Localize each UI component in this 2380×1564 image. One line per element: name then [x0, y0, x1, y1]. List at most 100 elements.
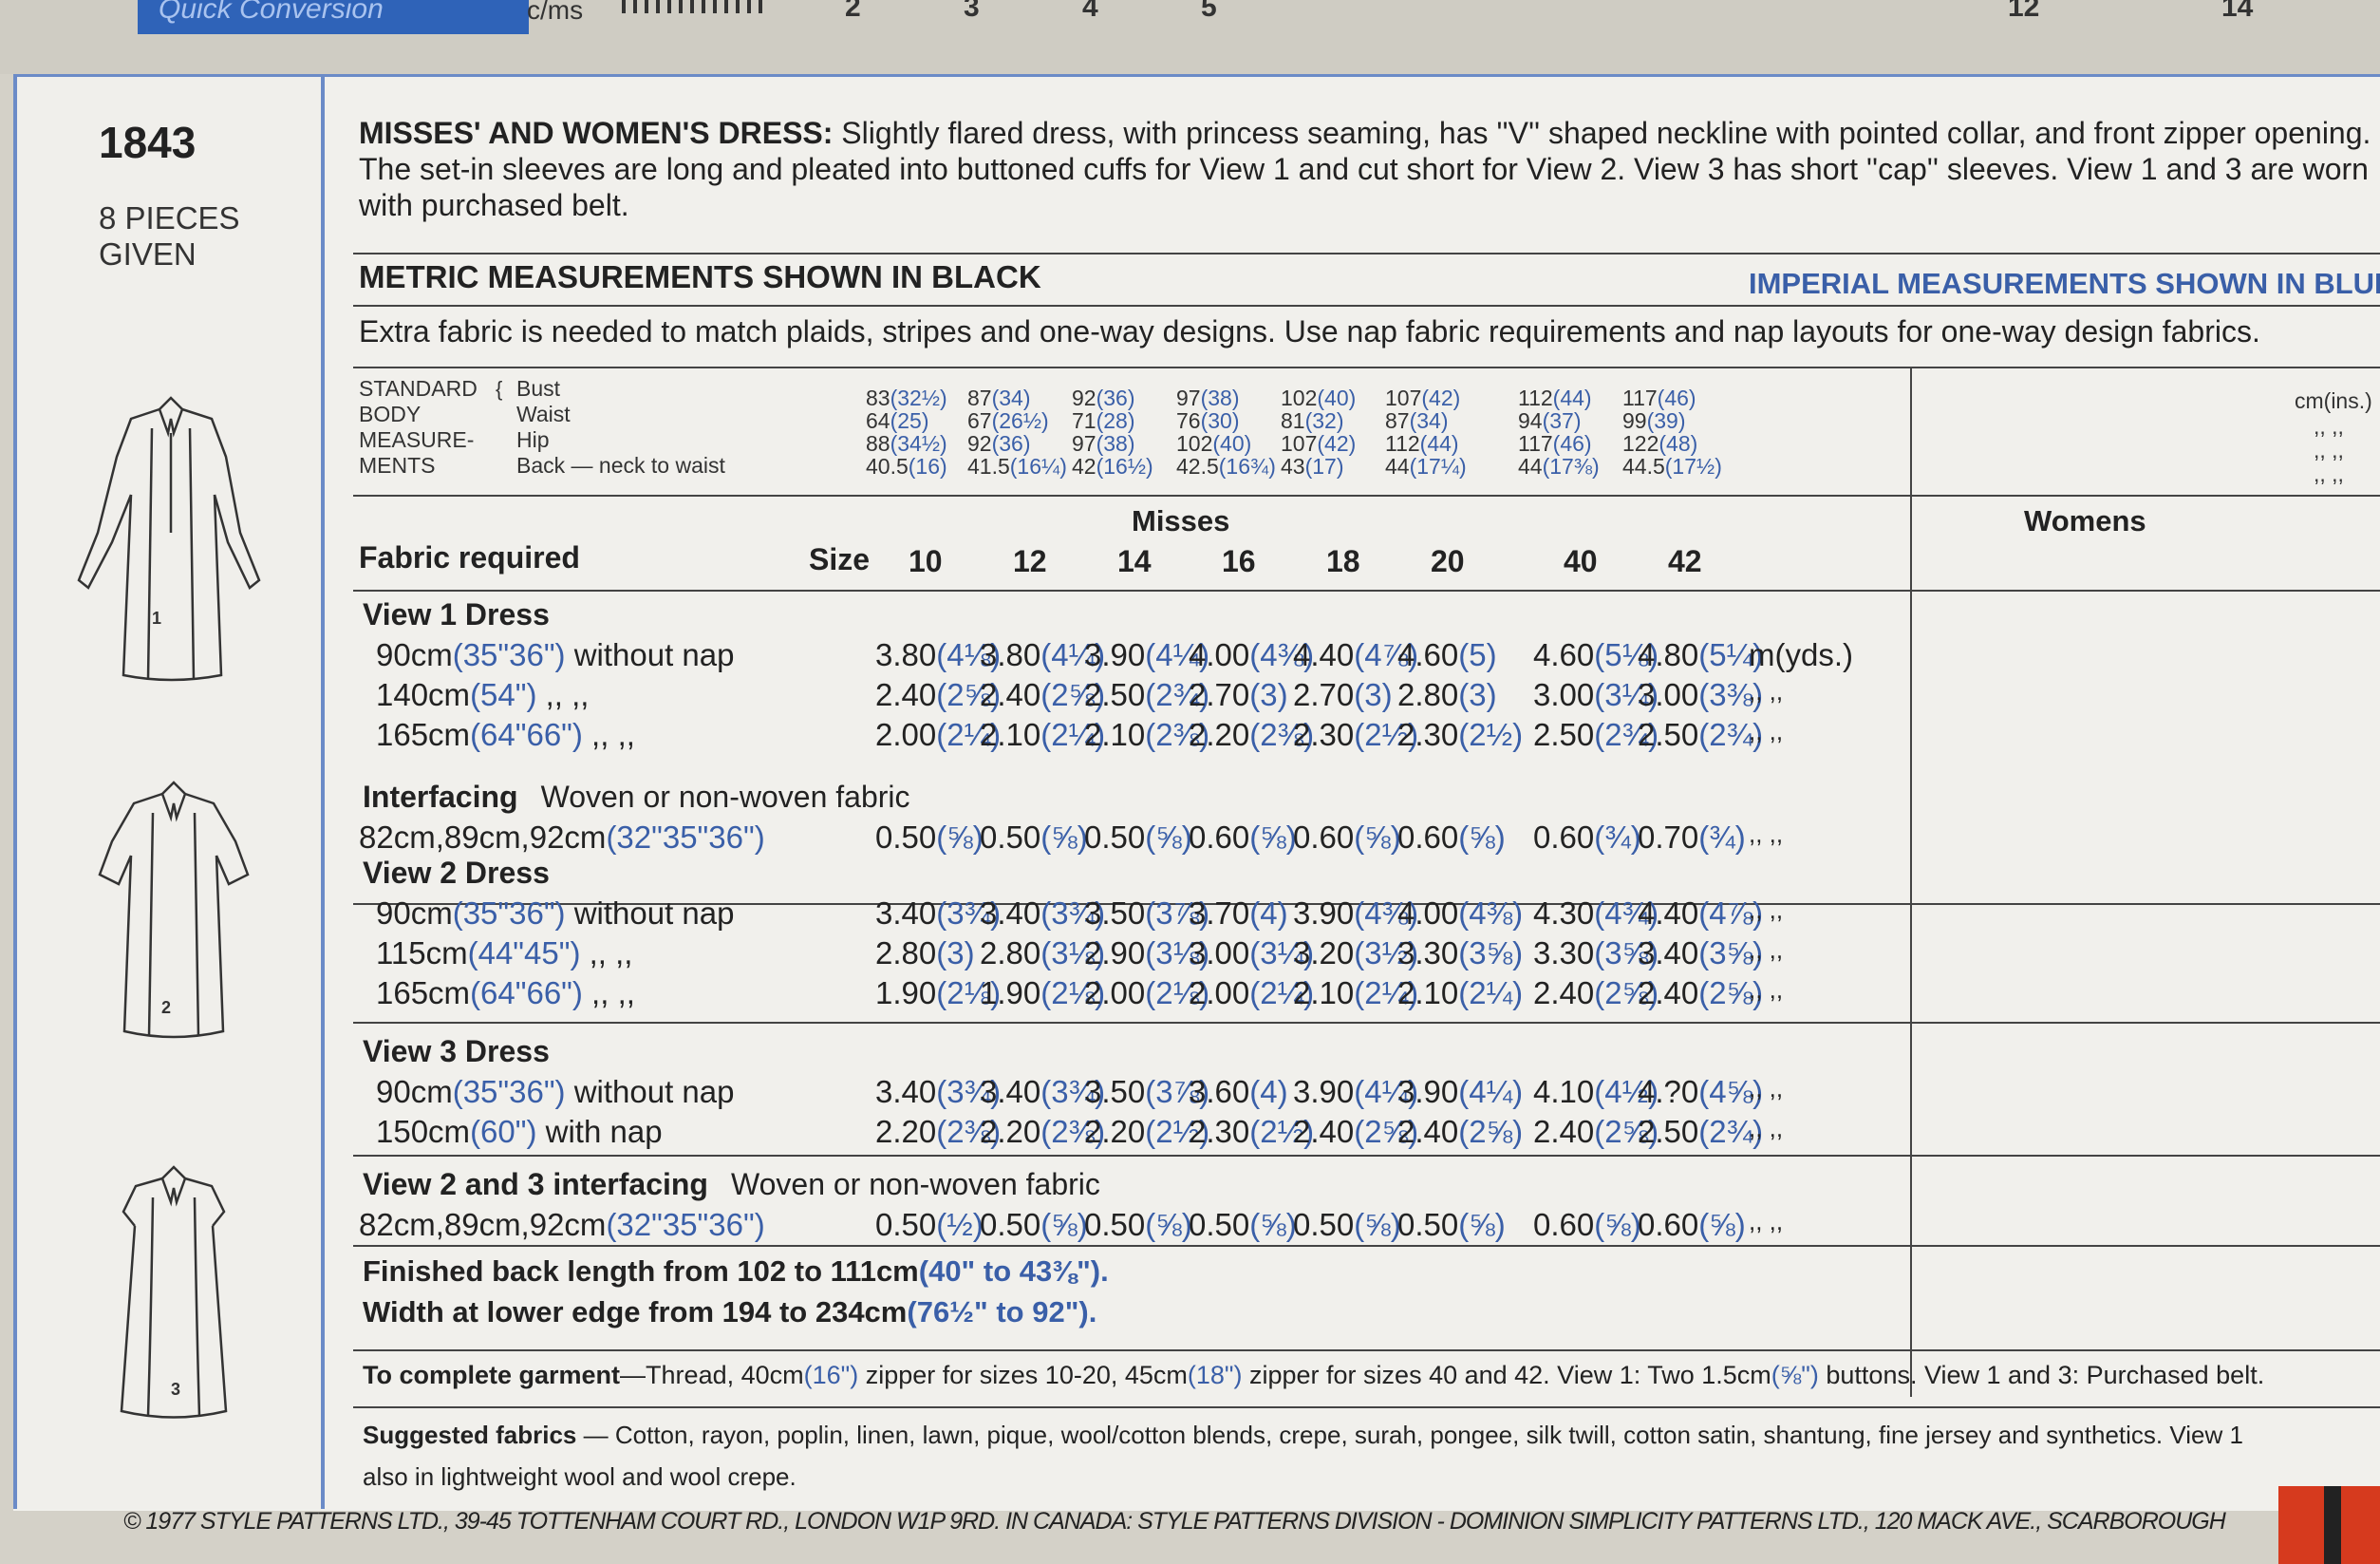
- width-imperial: (60"): [470, 1114, 537, 1149]
- body-measurement-cell: 42.5(16¾): [1176, 454, 1276, 480]
- section-title-text: Interfacing: [363, 780, 518, 814]
- amount-metric: 2.30: [1397, 717, 1459, 752]
- metric-value: 117: [1518, 431, 1553, 456]
- fabric-amount-cell: 4.?0(4⅝): [1638, 1074, 1763, 1110]
- amount-imperial: (⅝): [1354, 820, 1401, 855]
- complete-heading: To complete garment: [363, 1361, 621, 1389]
- fabric-amount-cell: 4.60(5⅛): [1533, 637, 1659, 673]
- metric-value: 112: [1518, 386, 1553, 410]
- imperial-value: (34): [991, 386, 1031, 410]
- width-metric: 165cm: [376, 717, 471, 752]
- amount-metric: 4.40: [1293, 637, 1355, 672]
- amount-metric: 2.70: [1189, 677, 1250, 712]
- amount-metric: 0.50: [980, 820, 1041, 855]
- fabric-amount-cell: 3.30(3⅝): [1397, 935, 1523, 971]
- body-measurement-cell: 107(42): [1281, 431, 1356, 457]
- fabric-note: Extra fabric is needed to match plaids, …: [359, 314, 2260, 349]
- amount-metric: 0.60: [1533, 1207, 1595, 1242]
- amount-metric: 2.10: [980, 717, 1041, 752]
- amount-metric: 0.50: [1397, 1207, 1459, 1242]
- body-measurement-cell: 71(28): [1072, 408, 1135, 434]
- amount-imperial: (3⅝): [1594, 935, 1659, 970]
- fabric-amount-cell: 0.60(¾): [1533, 820, 1641, 856]
- width-suffix: with nap: [536, 1114, 663, 1149]
- suggested-fabrics: Suggested fabrics — Cotton, rayon, popli…: [363, 1414, 2366, 1498]
- fabric-amount-cell: 2.00(2⅛): [1084, 975, 1209, 1011]
- width-suffix: ,, ,,: [582, 717, 635, 752]
- ditto-marks: ,, ,,: [1749, 975, 1784, 1004]
- finished-imperial: (40" to 43⅜").: [918, 1254, 1109, 1288]
- amount-imperial: (4⅝): [1698, 1074, 1764, 1109]
- metric-value: 67: [967, 408, 992, 433]
- amount-metric: 2.30: [1189, 1114, 1250, 1149]
- fabric-amount-cell: 3.20(3½): [1293, 935, 1418, 971]
- body-measurement-cell: 92(36): [967, 431, 1031, 457]
- body-measurement-cell: 87(34): [1385, 408, 1449, 434]
- fabric-amount-cell: 2.80(3): [875, 935, 975, 971]
- corner-stripe: [2278, 1486, 2380, 1564]
- pattern-envelope-back: 1843 8 PIECES GIVEN 1: [13, 74, 2380, 1511]
- imperial-value: (38): [1096, 431, 1135, 456]
- width-imperial: (76½" to 92").: [907, 1295, 1097, 1328]
- amount-metric: 4.00: [1189, 637, 1250, 672]
- amount-metric: 2.90: [1084, 935, 1146, 970]
- amount-metric: 2.20: [980, 1114, 1041, 1149]
- amount-imperial: (2½): [1458, 717, 1524, 752]
- amount-imperial: (½): [936, 1207, 984, 1242]
- amount-metric: 0.60: [1397, 820, 1459, 855]
- width-suffix: ,, ,,: [536, 677, 590, 712]
- amount-metric: 0.50: [1189, 1207, 1250, 1242]
- amount-metric: 3.50: [1084, 1074, 1146, 1109]
- view-2-dress-sketch: [98, 781, 250, 1039]
- metric-value: 44: [1518, 454, 1543, 479]
- width-metric: 165cm: [376, 975, 471, 1010]
- amount-metric: 3.90: [1084, 637, 1146, 672]
- metric-value: 64: [866, 408, 890, 433]
- row-label: Bust: [516, 376, 561, 401]
- amount-metric: 3.40: [875, 1074, 937, 1109]
- amount-imperial: (⅝): [1145, 820, 1192, 855]
- body-measurement-cell: 122(48): [1622, 431, 1697, 457]
- amount-metric: 0.50: [1293, 1207, 1355, 1242]
- body-measurement-cell: 44(17⅜): [1518, 454, 1600, 480]
- amount-metric: 2.80: [875, 935, 937, 970]
- complete-imperial: (⅝"): [1771, 1361, 1819, 1389]
- fabric-amount-cell: 4.80(5¼): [1638, 637, 1763, 673]
- body-measurements-label: STANDARD BODY MEASURE- MENTS: [359, 376, 478, 479]
- amount-imperial: (3⅛): [1145, 935, 1210, 970]
- finished-length: Finished back length from 102 to 111cm(4…: [363, 1254, 1109, 1289]
- amount-metric: 4.80: [1638, 637, 1699, 672]
- amount-metric: 2.40: [1638, 975, 1699, 1010]
- width-metric: 150cm: [376, 1114, 471, 1149]
- bracket-glyph: {: [496, 377, 503, 401]
- body-measurement-cell: 76(30): [1176, 408, 1240, 434]
- fabric-amount-cell: 3.40(3⅝): [1638, 935, 1763, 971]
- amount-metric: 2.00: [875, 717, 937, 752]
- imperial-value: (28): [1096, 408, 1135, 433]
- cm-ins-unit: cm(ins.): [2295, 388, 2372, 413]
- ruler-number: 2: [845, 0, 861, 23]
- amount-imperial: (¾): [1594, 820, 1641, 855]
- fabric-amount-cell: 3.80(4⅛): [875, 637, 1001, 673]
- body-measurement-cell: 87(34): [967, 386, 1031, 411]
- imperial-value: (25): [890, 408, 929, 433]
- left-panel: 1843 8 PIECES GIVEN 1: [13, 77, 325, 1509]
- metric-value: 99: [1622, 408, 1647, 433]
- metric-value: 81: [1281, 408, 1305, 433]
- fabric-amount-cell: 4.30(4¾): [1533, 895, 1659, 932]
- fabric-amount-cell: 0.50(⅝): [980, 820, 1088, 856]
- ditto-marks: ,, ,,: [1749, 677, 1784, 706]
- fabric-amount-cell: 4.40(4⅞): [1638, 895, 1763, 932]
- ruler-number: 5: [1201, 0, 1217, 23]
- amount-metric: 0.60: [1293, 820, 1355, 855]
- fabric-amount-cell: 3.00(3¼): [1533, 677, 1659, 713]
- amount-metric: 3.20: [1293, 935, 1355, 970]
- fabric-amount-cell: 2.70(3): [1189, 677, 1288, 713]
- width-imperial: (64"66"): [470, 975, 583, 1010]
- body-measurement-rows: Bust Waist Hip Back — neck to waist: [516, 376, 725, 479]
- ditto-marks: ,, ,,: [1749, 717, 1784, 745]
- metric-value: 42.5: [1176, 454, 1219, 479]
- amount-metric: 0.50: [875, 1207, 937, 1242]
- amount-imperial: (3¾): [936, 1074, 1002, 1109]
- view-number: 3: [171, 1380, 181, 1399]
